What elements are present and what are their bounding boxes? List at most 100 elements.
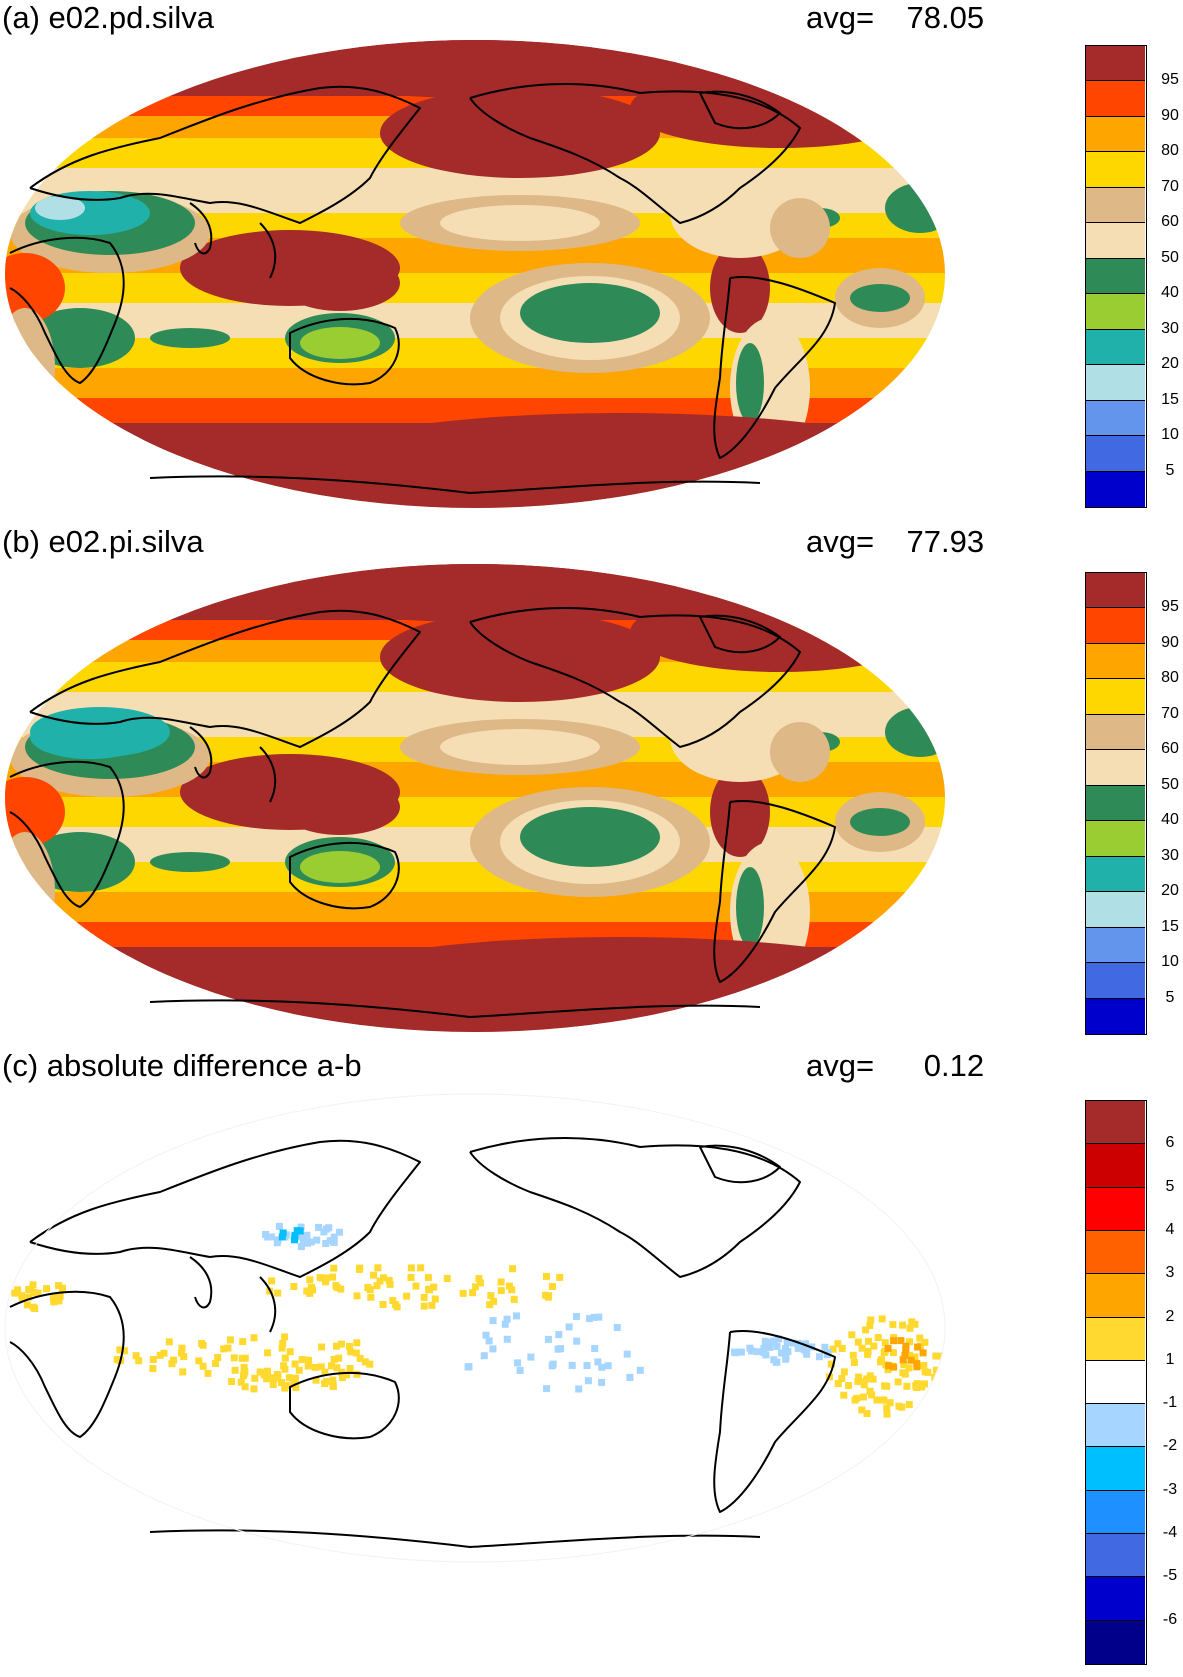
colorbar-label: 20 bbox=[1161, 355, 1179, 373]
difference-cell bbox=[291, 1236, 298, 1244]
colorbar-label: 2 bbox=[1165, 1307, 1175, 1325]
difference-cell bbox=[906, 1351, 913, 1359]
colorbar-swatch bbox=[1086, 1404, 1145, 1448]
difference-cell bbox=[802, 1340, 809, 1348]
difference-cell bbox=[30, 1289, 38, 1296]
difference-cell bbox=[305, 1356, 313, 1364]
difference-cell bbox=[330, 1355, 338, 1363]
difference-cell bbox=[373, 1282, 381, 1290]
coastline bbox=[149, 475, 761, 494]
colorbar-swatch bbox=[1086, 258, 1145, 295]
field-region bbox=[150, 328, 230, 348]
difference-cell bbox=[238, 1354, 246, 1362]
coastline bbox=[149, 999, 761, 1018]
difference-cell bbox=[902, 1345, 910, 1353]
coastline bbox=[189, 726, 213, 779]
colorbar-label: 60 bbox=[1161, 213, 1179, 231]
panel-a-avg-label: avg= bbox=[806, 0, 875, 35]
difference-cell bbox=[878, 1356, 885, 1364]
colorbar-swatch bbox=[1086, 1317, 1145, 1361]
difference-cell bbox=[443, 1275, 451, 1282]
difference-cell bbox=[286, 1348, 294, 1356]
difference-cell bbox=[25, 1285, 33, 1293]
coastline bbox=[289, 318, 400, 386]
difference-cell bbox=[263, 1375, 271, 1383]
difference-cell bbox=[330, 1233, 338, 1241]
field-region bbox=[320, 413, 920, 503]
panel-b-colorbar bbox=[1085, 572, 1147, 1035]
difference-cell bbox=[420, 1293, 428, 1301]
difference-cell bbox=[264, 1349, 272, 1357]
difference-cell bbox=[866, 1387, 874, 1395]
map-outline bbox=[4, 1093, 946, 1563]
colorbar-swatch bbox=[1086, 998, 1145, 1034]
difference-cell bbox=[230, 1354, 238, 1362]
difference-cell bbox=[858, 1406, 866, 1414]
difference-cell bbox=[916, 1334, 924, 1342]
difference-cell bbox=[279, 1339, 287, 1347]
difference-cell bbox=[281, 1384, 289, 1392]
difference-cell bbox=[760, 1348, 768, 1356]
colorbar-label: 95 bbox=[1161, 71, 1179, 89]
difference-cell bbox=[250, 1334, 258, 1342]
difference-cell bbox=[315, 1223, 323, 1231]
difference-cell bbox=[889, 1321, 897, 1329]
coastline bbox=[469, 82, 801, 224]
difference-cell bbox=[821, 1343, 829, 1351]
difference-cell bbox=[149, 1356, 157, 1363]
difference-cell bbox=[241, 1368, 249, 1376]
difference-cell bbox=[568, 1361, 576, 1369]
difference-cell bbox=[497, 1287, 505, 1295]
difference-cell bbox=[845, 1382, 853, 1390]
difference-cell bbox=[220, 1345, 228, 1353]
coastline bbox=[259, 1276, 277, 1333]
field-region bbox=[280, 40, 680, 98]
colorbar-label: 10 bbox=[1161, 426, 1179, 444]
difference-cell bbox=[370, 1271, 377, 1279]
difference-cell bbox=[241, 1383, 249, 1391]
difference-cell bbox=[160, 1349, 168, 1357]
difference-cell bbox=[939, 1363, 945, 1371]
difference-cell bbox=[231, 1366, 239, 1374]
colorbar-label: 80 bbox=[1161, 669, 1179, 687]
colorbar-swatch bbox=[1086, 1620, 1145, 1664]
panel-c-title: (c) absolute difference a-b bbox=[2, 1048, 362, 1083]
difference-cell bbox=[503, 1335, 511, 1343]
panel-c-avg-value: 0.12 bbox=[923, 1048, 985, 1083]
difference-cell bbox=[291, 1374, 299, 1382]
difference-cell bbox=[775, 1335, 783, 1343]
difference-cell bbox=[855, 1373, 863, 1381]
difference-cell bbox=[281, 1354, 289, 1362]
difference-cell bbox=[240, 1363, 248, 1371]
coastline bbox=[9, 236, 125, 384]
panel-c: (c) absolute difference a-b avg= 0.12 6 5 4… bbox=[0, 1048, 1183, 1677]
difference-cell bbox=[849, 1351, 857, 1359]
colorbar-label: 5 bbox=[1165, 461, 1175, 479]
field-region bbox=[850, 284, 910, 312]
difference-cell bbox=[326, 1237, 334, 1245]
colorbar-label: 80 bbox=[1161, 142, 1179, 160]
difference-cell bbox=[343, 1371, 351, 1379]
difference-cell bbox=[773, 1342, 781, 1350]
field-region bbox=[710, 767, 770, 857]
coastline bbox=[699, 614, 781, 654]
latitude-band bbox=[5, 273, 945, 303]
difference-cell bbox=[894, 1378, 902, 1386]
difference-cell bbox=[490, 1297, 498, 1305]
difference-cell bbox=[306, 1276, 314, 1284]
difference-cell bbox=[482, 1331, 490, 1339]
panel-a-map bbox=[5, 40, 945, 508]
difference-cell bbox=[914, 1343, 922, 1351]
difference-cell bbox=[280, 1362, 288, 1370]
difference-cell bbox=[508, 1286, 516, 1294]
coastline bbox=[289, 842, 400, 910]
difference-cell bbox=[322, 1240, 330, 1247]
difference-cell bbox=[168, 1360, 176, 1368]
colorbar-swatch bbox=[1086, 1577, 1145, 1621]
difference-cell bbox=[840, 1391, 848, 1399]
difference-cell bbox=[224, 1344, 232, 1352]
coastline bbox=[189, 1256, 213, 1309]
difference-cell bbox=[296, 1233, 304, 1241]
difference-cell bbox=[906, 1324, 914, 1332]
difference-cell bbox=[548, 1283, 556, 1290]
